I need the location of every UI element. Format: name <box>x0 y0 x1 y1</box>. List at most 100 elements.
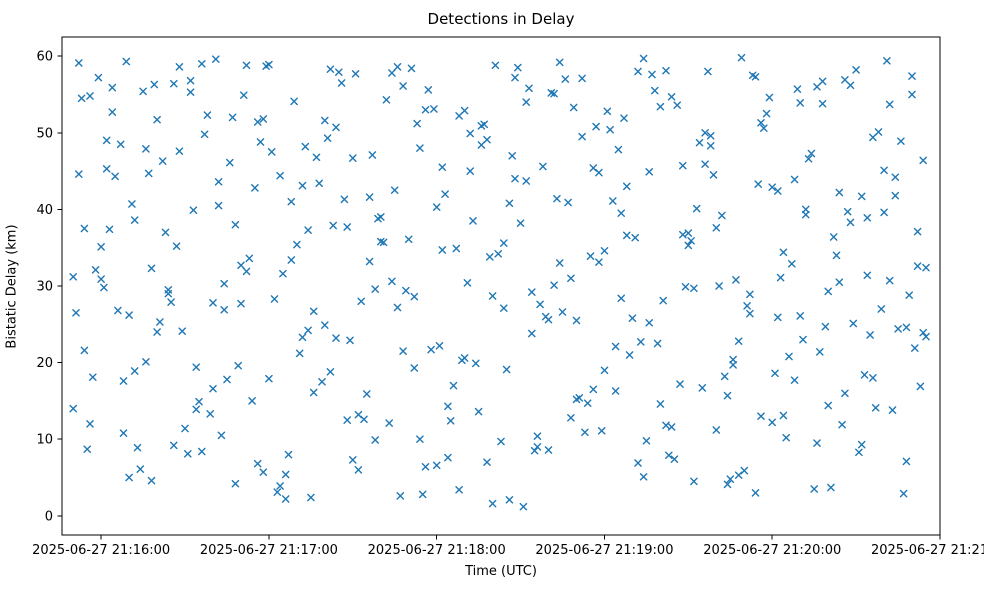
scatter-marker <box>729 361 737 369</box>
scatter-marker <box>690 284 698 293</box>
scatter-marker <box>732 276 740 284</box>
scatter-marker <box>564 198 572 207</box>
scatter-marker <box>158 157 167 165</box>
scatter-marker <box>505 496 514 504</box>
scatter-marker <box>265 374 273 383</box>
scatter-marker <box>802 205 810 214</box>
scatter-marker <box>192 405 200 414</box>
scatter-marker <box>600 247 609 255</box>
scatter-marker <box>133 443 142 452</box>
scatter-marker <box>421 106 430 114</box>
scatter-marker <box>704 67 712 76</box>
scatter-marker <box>483 458 491 466</box>
scatter-marker <box>435 342 444 350</box>
scatter-marker <box>466 129 474 138</box>
scatter-marker <box>902 323 911 332</box>
scatter-marker <box>332 334 340 342</box>
scatter-marker <box>863 214 872 222</box>
scatter-marker <box>572 395 581 404</box>
scatter-marker <box>293 240 301 249</box>
scatter-marker <box>623 182 631 191</box>
scatter-marker <box>651 86 659 95</box>
scatter-marker <box>332 123 340 132</box>
scatter-marker <box>561 75 570 83</box>
scatter-marker <box>220 279 228 288</box>
scatter-marker <box>253 459 262 468</box>
scatter-marker <box>287 256 296 264</box>
scatter-marker <box>349 154 357 162</box>
scatter-marker <box>321 116 329 125</box>
scatter-marker <box>734 471 743 479</box>
scatter-marker <box>567 414 575 422</box>
x-axis-label: Time (UTC) <box>465 564 537 579</box>
scatter-marker <box>514 63 522 72</box>
scatter-marker <box>687 237 695 245</box>
scatter-marker <box>902 457 911 466</box>
scatter-marker <box>195 397 203 406</box>
scatter-marker <box>835 188 844 197</box>
scatter-marker <box>365 257 374 266</box>
scatter-marker <box>785 352 793 361</box>
scatter-marker <box>198 447 206 456</box>
scatter-marker <box>572 316 581 325</box>
scatter-marker <box>774 313 782 322</box>
scatter-marker <box>248 397 256 405</box>
scatter-marker <box>748 71 757 80</box>
scatter-marker <box>757 119 765 127</box>
scatter-marker <box>659 296 667 305</box>
scatter-marker <box>841 389 849 398</box>
scatter-marker <box>891 191 900 200</box>
scatter-marker <box>424 86 433 94</box>
scatter-marker <box>472 359 480 368</box>
scatter-marker <box>91 266 100 274</box>
scatter-marker <box>740 466 749 475</box>
scatter-marker <box>97 243 105 251</box>
scatter-marker <box>432 203 441 211</box>
scatter-marker <box>656 400 665 408</box>
scatter-marker <box>511 73 519 82</box>
scatter-marker <box>852 66 860 74</box>
scatter-marker <box>430 105 438 113</box>
scatter-marker <box>444 453 452 462</box>
scatter-marker <box>418 490 427 499</box>
scatter-marker <box>488 292 497 300</box>
scatter-marker <box>539 162 547 171</box>
scatter-marker <box>377 213 385 221</box>
scatter-marker <box>242 61 251 70</box>
scatter-marker <box>634 67 642 76</box>
scatter-marker <box>360 415 368 424</box>
scatter-marker <box>416 435 424 443</box>
scatter-marker <box>555 259 564 267</box>
scatter-marker <box>189 206 198 214</box>
scatter-marker <box>161 228 170 237</box>
scatter-marker <box>130 216 139 224</box>
scatter-marker <box>86 420 94 428</box>
scatter-marker <box>818 99 827 108</box>
scatter-marker <box>69 404 77 413</box>
scatter-marker <box>399 82 407 90</box>
scatter-marker <box>265 60 273 69</box>
scatter-marker <box>832 251 841 260</box>
scatter-marker <box>589 164 598 172</box>
scatter-marker <box>899 489 908 498</box>
x-tick-label: 2025-06-27 21:16:00 <box>32 543 170 558</box>
scatter-marker <box>813 83 821 91</box>
scatter-marker <box>662 66 670 75</box>
scatter-marker <box>648 70 656 79</box>
scatter-marker <box>75 59 83 67</box>
scatter-marker <box>94 73 103 82</box>
scatter-marker <box>816 348 824 356</box>
scatter-marker <box>611 342 620 351</box>
scatter-marker <box>290 97 298 106</box>
y-tick-label: 60 <box>36 50 53 65</box>
scatter-marker <box>147 264 156 273</box>
scatter-marker <box>617 294 625 303</box>
y-tick-label: 50 <box>36 126 53 141</box>
scatter-marker <box>304 326 312 335</box>
scatter-marker <box>874 128 883 136</box>
scatter-marker <box>181 424 189 433</box>
scatter-marker <box>354 410 363 419</box>
scatter-marker <box>281 495 290 503</box>
scatter-marker <box>804 155 813 163</box>
